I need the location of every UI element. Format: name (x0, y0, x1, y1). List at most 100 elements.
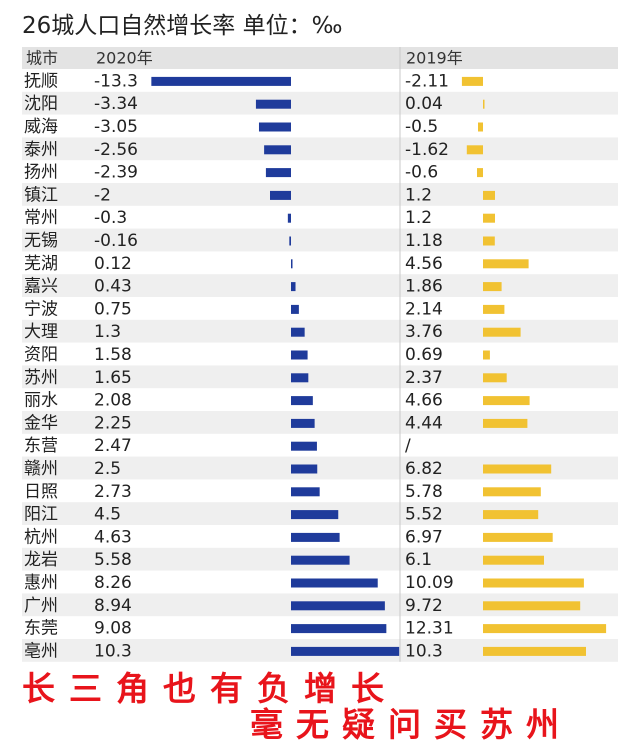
bar-2019 (483, 99, 485, 109)
bar-2019 (478, 122, 483, 132)
bar-2020 (291, 396, 313, 406)
city-label: 抚顺 (24, 71, 58, 91)
row-band (22, 274, 618, 297)
city-label: 赣州 (24, 459, 58, 479)
bar-2020 (255, 99, 291, 109)
bar-2020 (264, 145, 291, 155)
value-label-2019: 10.09 (405, 573, 454, 593)
value-label-2020: 0.75 (94, 299, 132, 319)
value-label-2020: -2 (94, 185, 111, 205)
city-label: 亳州 (24, 641, 58, 661)
bar-2020 (291, 464, 318, 474)
bar-2020 (291, 327, 305, 337)
row-band (22, 183, 618, 206)
city-label: 广州 (24, 596, 58, 616)
value-label-2020: 5.58 (94, 550, 132, 570)
chart-title: 26城人口自然增长率 单位：‰ (22, 13, 343, 39)
value-label-2019: 10.3 (405, 641, 443, 661)
value-label-2020: 0.12 (94, 254, 132, 274)
bar-2020 (291, 624, 387, 634)
bar-2020 (287, 213, 291, 223)
value-label-2019: 0.04 (405, 94, 443, 114)
caption-line-2: 毫无疑问买苏州 (250, 705, 572, 744)
header-row (22, 47, 618, 69)
value-label-2020: -13.3 (94, 71, 138, 91)
value-label-2020: -2.39 (94, 163, 138, 183)
row-band (22, 365, 618, 389)
bar-2019 (483, 259, 529, 269)
city-label: 苏州 (24, 368, 58, 388)
value-label-2019: 5.52 (405, 505, 443, 525)
bar-2020 (258, 122, 291, 132)
bar-2020 (291, 304, 299, 314)
bar-2019 (483, 510, 539, 520)
city-label: 大理 (24, 322, 58, 342)
city-label: 常州 (24, 208, 58, 228)
bar-2019 (483, 304, 505, 314)
bar-2019 (483, 236, 495, 246)
bar-2020 (291, 578, 378, 588)
value-label-2020: 1.65 (94, 368, 132, 388)
bar-2019 (461, 76, 483, 86)
bar-2019 (483, 532, 553, 542)
city-label: 金华 (24, 413, 58, 433)
bar-2020 (289, 236, 291, 246)
caption-line-1: 长三角也有负增长 (22, 669, 398, 708)
value-label-2019: 2.37 (405, 368, 443, 388)
value-label-2019: -1.62 (405, 140, 449, 160)
row-band (22, 137, 618, 161)
city-label: 沈阳 (24, 94, 58, 114)
city-label: 杭州 (24, 527, 58, 547)
value-label-2020: 2.08 (94, 391, 132, 411)
bar-2020 (270, 190, 291, 200)
bar-2020 (291, 601, 385, 611)
bar-2019 (483, 418, 528, 428)
city-label: 嘉兴 (24, 277, 58, 297)
city-label: 东营 (24, 436, 58, 456)
city-label: 镇江 (24, 185, 58, 205)
value-label-2019: 4.44 (405, 413, 443, 433)
bar-2020 (291, 487, 320, 497)
value-label-2019: 4.56 (405, 254, 443, 274)
bar-2019 (483, 282, 502, 292)
bar-2020 (291, 510, 339, 520)
bar-2020 (291, 418, 315, 428)
bar-2020 (291, 373, 309, 383)
city-label: 威海 (24, 117, 58, 137)
bar-2020 (291, 282, 296, 292)
city-label: 无锡 (24, 231, 58, 251)
value-label-2020: 1.3 (94, 322, 121, 342)
value-label-2020: -0.16 (94, 231, 138, 251)
value-label-2020: 4.63 (94, 527, 132, 547)
value-label-2019: 3.76 (405, 322, 443, 342)
city-label: 东莞 (24, 619, 58, 639)
value-label-2019: 1.2 (405, 185, 432, 205)
header-city: 城市 (26, 49, 58, 68)
row-band (22, 91, 618, 115)
bar-2019 (483, 190, 495, 200)
value-label-2020: 0.43 (94, 277, 132, 297)
value-label-2019: 12.31 (405, 619, 454, 639)
value-label-2020: 4.5 (94, 505, 121, 525)
value-label-2020: -3.05 (94, 117, 138, 137)
value-label-2020: 2.73 (94, 482, 132, 502)
header-2019: 2019年 (406, 49, 463, 68)
bar-2019 (483, 213, 495, 223)
value-label-2020: -2.56 (94, 140, 138, 160)
value-label-2019: -0.5 (405, 117, 438, 137)
bar-2019 (483, 624, 607, 634)
value-label-2019: 6.1 (405, 550, 432, 570)
value-label-2020: 8.26 (94, 573, 132, 593)
row-band (22, 228, 618, 252)
header-2020: 2020年 (96, 49, 153, 68)
row-band (22, 456, 618, 480)
bar-2019 (483, 350, 490, 360)
city-label: 阳江 (24, 505, 58, 525)
value-label-2020: 1.58 (94, 345, 132, 365)
bar-2019 (483, 373, 507, 383)
value-label-2020: 2.47 (94, 436, 132, 456)
bar-2019 (483, 464, 552, 474)
city-label: 资阳 (24, 345, 58, 365)
value-label-2020: 10.3 (94, 641, 132, 661)
